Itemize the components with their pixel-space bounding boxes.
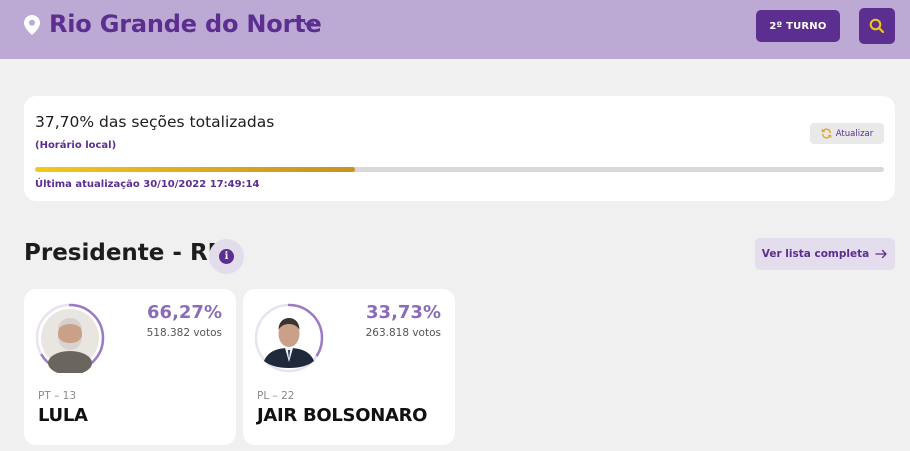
- turn-button[interactable]: 2º TURNO: [756, 10, 840, 42]
- arrow-right-icon: [875, 249, 887, 259]
- candidate-card[interactable]: 66,27% 518.382 votos PT – 13 LULA: [24, 289, 236, 445]
- last-update-text: Última atualização 30/10/2022 17:49:14: [35, 179, 260, 190]
- candidate-card[interactable]: 33,73% 263.818 votos PL – 22 JAIR BOLSON…: [243, 289, 455, 445]
- top-bar: Rio Grande do Norte 2º TURNO: [0, 0, 910, 59]
- refresh-button[interactable]: Atualizar: [810, 123, 884, 144]
- totalization-card: 37,70% das seções totalizadas (Horário l…: [24, 96, 895, 201]
- candidate-party: PT – 13: [38, 390, 77, 402]
- full-list-button[interactable]: Ver lista completa: [755, 238, 895, 270]
- progress-bar-fill: [35, 167, 356, 172]
- map-pin-icon: [24, 15, 40, 35]
- candidate-avatar: [254, 303, 324, 373]
- state-selector[interactable]: Rio Grande do Norte: [49, 10, 322, 38]
- candidate-party: PL – 22: [257, 390, 295, 402]
- candidate-name: LULA: [38, 405, 88, 426]
- candidate-avatar: [35, 303, 105, 373]
- candidate-name: JAIR BOLSONARO: [257, 405, 428, 426]
- chevron-down-icon[interactable]: [303, 20, 315, 30]
- local-time-note: (Horário local): [35, 140, 117, 151]
- candidate-percent: 66,27%: [147, 302, 222, 323]
- full-list-label: Ver lista completa: [761, 248, 870, 260]
- refresh-label: Atualizar: [835, 128, 874, 139]
- candidate-votes: 263.818 votos: [365, 327, 441, 339]
- sections-totalized-text: 37,70% das seções totalizadas: [35, 113, 275, 131]
- candidate-votes: 518.382 votos: [146, 327, 222, 339]
- refresh-icon: [821, 128, 831, 139]
- search-icon: [869, 18, 885, 34]
- progress-bar: [35, 167, 884, 172]
- candidate-percent: 33,73%: [366, 302, 441, 323]
- info-button[interactable]: i: [209, 239, 244, 274]
- race-title: Presidente - RN: [24, 240, 227, 266]
- info-icon: i: [219, 249, 234, 264]
- vote-share-ring: [254, 303, 324, 373]
- search-button[interactable]: [859, 8, 895, 44]
